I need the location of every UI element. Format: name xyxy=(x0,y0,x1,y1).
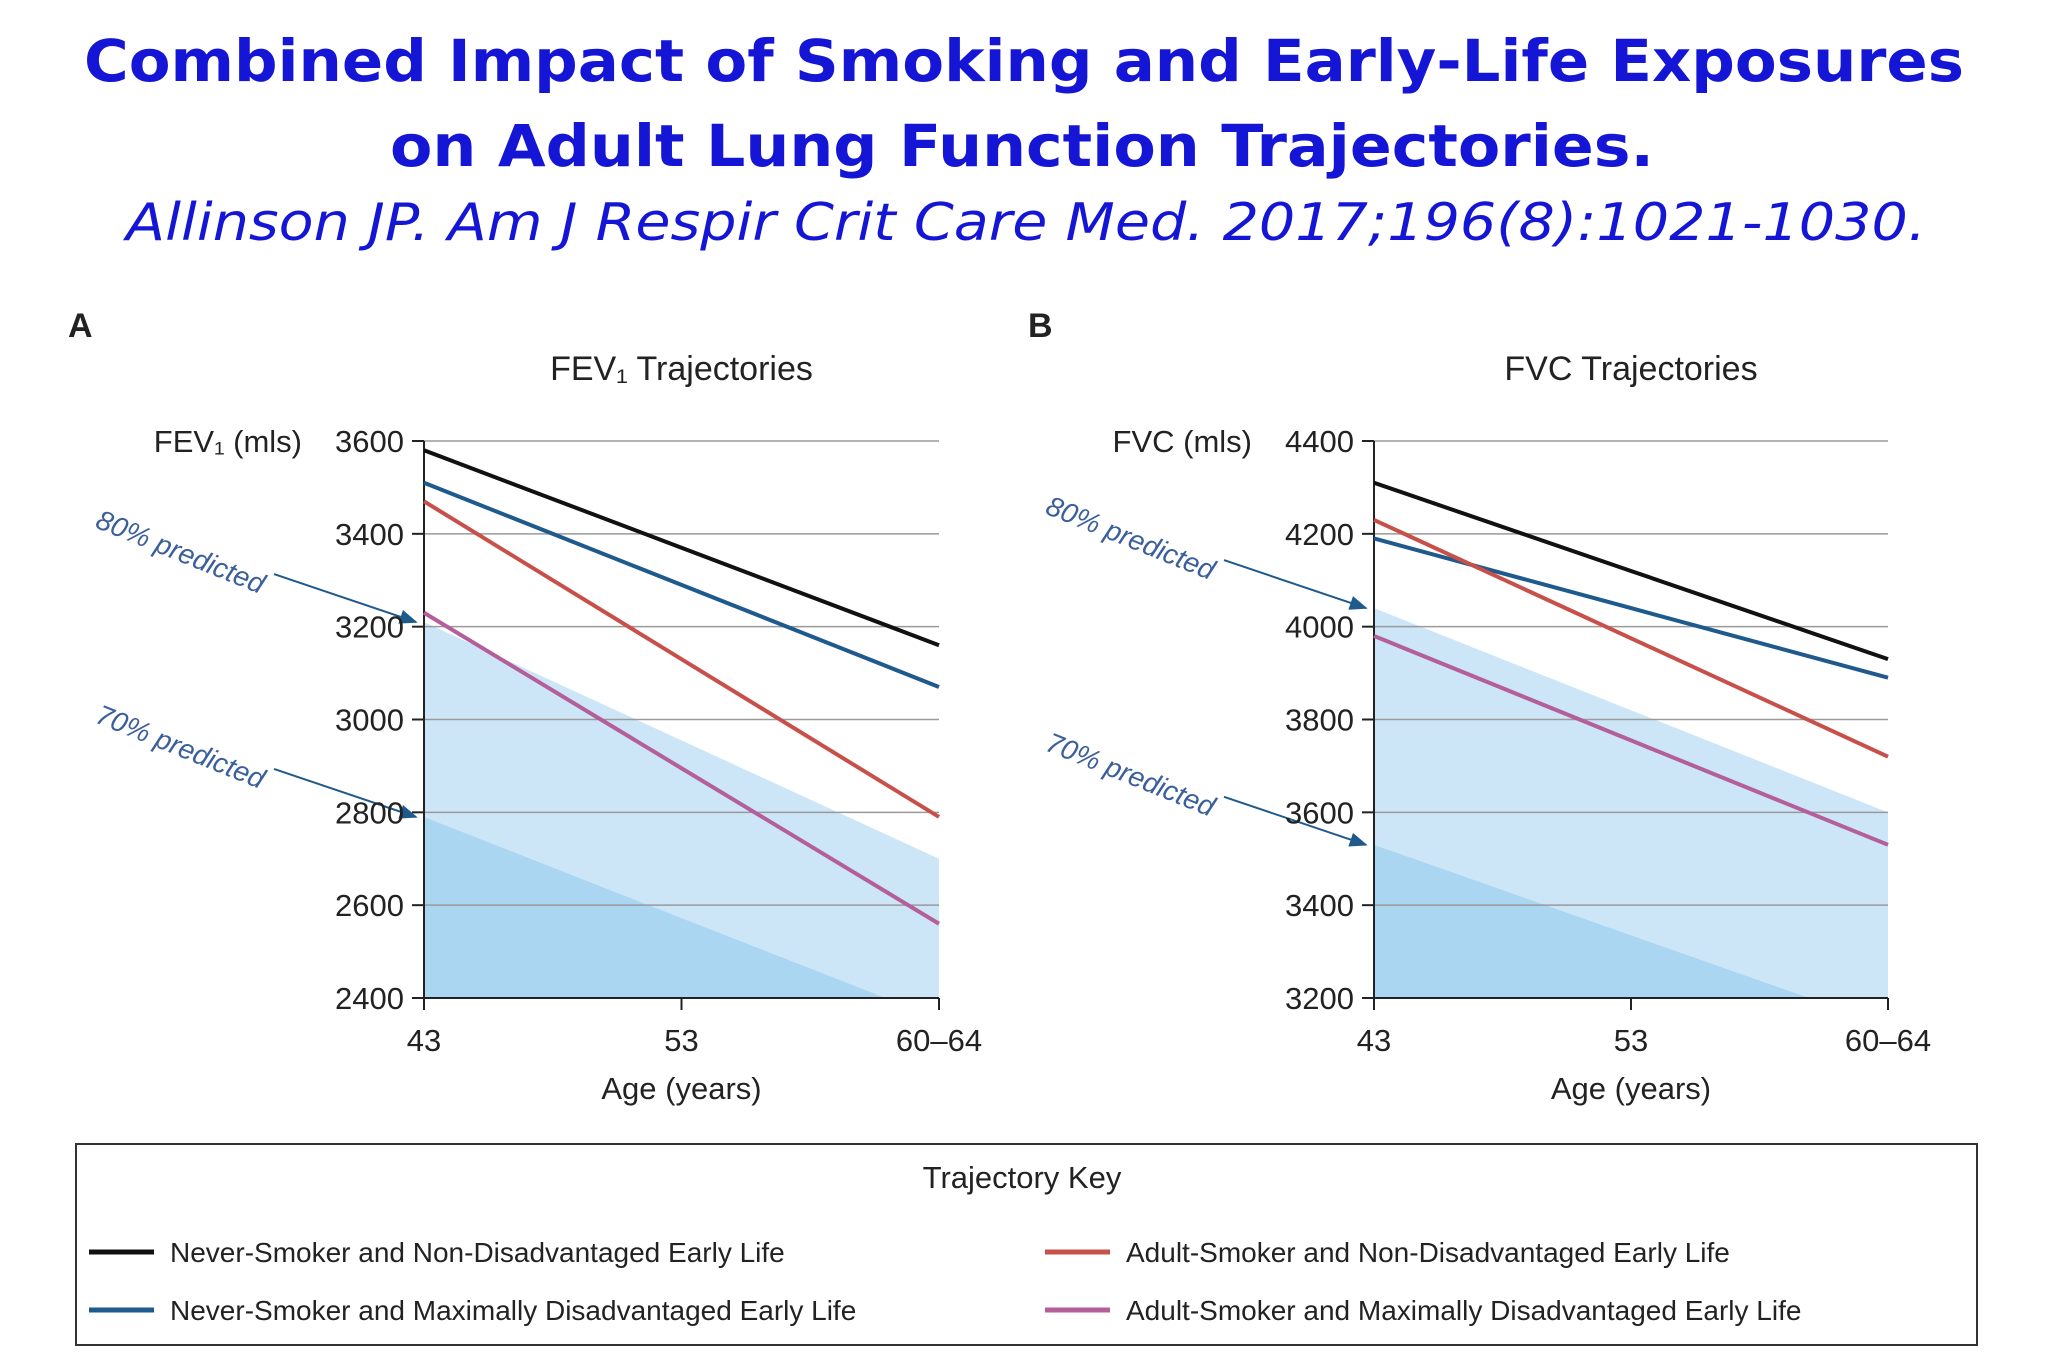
y-axis-label: FVC (mls) xyxy=(1113,424,1252,459)
legend-label: Adult-Smoker and Non-Disadvantaged Early… xyxy=(1126,1237,1730,1268)
y-tick-label: 2400 xyxy=(335,981,404,1016)
band-annotation: 80% predicted xyxy=(92,504,271,600)
plot xyxy=(424,622,939,998)
y-tick-label: 3200 xyxy=(335,610,404,645)
x-axis-label: Age (years) xyxy=(1551,1071,1711,1106)
y-tick-label: 2800 xyxy=(335,795,404,830)
y-tick-label: 3600 xyxy=(335,424,404,459)
y-axis-label: FEV₁ (mls) xyxy=(154,424,302,459)
x-tick-label: 60–64 xyxy=(896,1023,982,1058)
y-tick-label: 4400 xyxy=(1285,424,1354,459)
annotation-arrow xyxy=(273,768,418,819)
plot xyxy=(1374,608,1888,998)
legend-label: Never-Smoker and Non-Disadvantaged Early… xyxy=(170,1237,785,1268)
legend-label: Never-Smoker and Maximally Disadvantaged… xyxy=(170,1295,856,1326)
annotation-arrow xyxy=(1223,559,1368,610)
series-line xyxy=(423,480,940,689)
band-annotation: 80% predicted xyxy=(1042,490,1221,586)
y-tick-label: 3600 xyxy=(1285,795,1354,830)
y-tick-label: 3400 xyxy=(335,517,404,552)
band-area xyxy=(1374,844,1888,998)
annotation-arrow xyxy=(273,573,418,624)
y-tick-label: 3400 xyxy=(1285,888,1354,923)
series-line xyxy=(422,499,941,819)
x-tick-label: 60–64 xyxy=(1845,1023,1931,1058)
series-line xyxy=(422,611,941,926)
band-annotation: 70% predicted xyxy=(1042,727,1221,823)
series-line xyxy=(1373,536,1889,680)
x-tick-label: 53 xyxy=(664,1023,698,1058)
band-area xyxy=(424,816,939,998)
y-tick-label: 3200 xyxy=(1285,981,1354,1016)
band-annotation: 70% predicted xyxy=(92,699,271,795)
series-line xyxy=(423,448,940,648)
page-title: Combined Impact of Smoking and Early-Lif… xyxy=(84,27,1964,95)
y-tick-label: 4200 xyxy=(1285,517,1354,552)
y-tick-label: 2600 xyxy=(335,888,404,923)
series-line xyxy=(1373,634,1889,847)
series-line xyxy=(1373,480,1889,662)
x-axis-label: Age (years) xyxy=(601,1071,761,1106)
x-tick-label: 43 xyxy=(1357,1023,1391,1058)
annotation-arrow xyxy=(1223,795,1368,847)
y-tick-label: 3000 xyxy=(335,703,404,738)
page-title: on Adult Lung Function Trajectories. xyxy=(390,112,1654,180)
x-tick-label: 43 xyxy=(407,1023,441,1058)
legend-label: Adult-Smoker and Maximally Disadvantaged… xyxy=(1126,1295,1801,1326)
citation: Allinson JP. Am J Respir Crit Care Med. … xyxy=(123,193,1926,253)
legend-title: Trajectory Key xyxy=(923,1160,1122,1195)
x-tick-label: 53 xyxy=(1614,1023,1648,1058)
y-tick-label: 3800 xyxy=(1285,703,1354,738)
y-tick-label: 4000 xyxy=(1285,610,1354,645)
series-line xyxy=(1373,518,1889,759)
chart-title: FVC Trajectories xyxy=(1504,350,1757,388)
panel-label: A xyxy=(68,307,93,345)
legend-box xyxy=(75,1143,1978,1346)
panel-label: B xyxy=(1028,307,1053,345)
chart-title: FEV₁ Trajectories xyxy=(550,350,813,388)
